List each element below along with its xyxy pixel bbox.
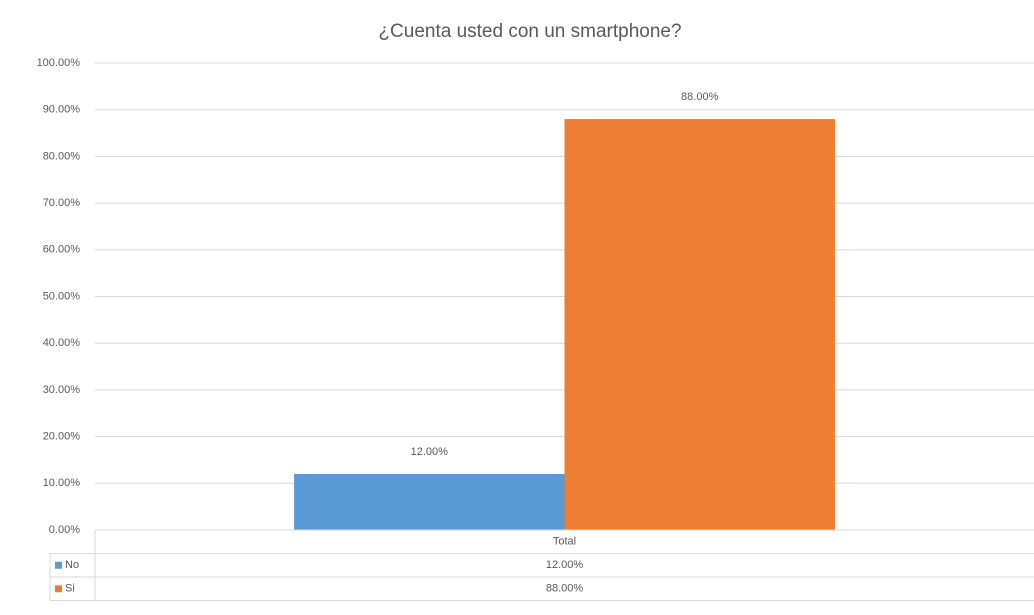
x-tick-label: Total <box>553 536 576 548</box>
y-tick-label: 80.00% <box>43 150 81 162</box>
y-tick-label: 10.00% <box>43 477 81 489</box>
y-tick-label: 100.00% <box>37 57 81 69</box>
table-cell: 12.00% <box>546 559 584 571</box>
bar <box>564 119 835 530</box>
y-tick-label: 60.00% <box>43 244 81 256</box>
legend-label: No <box>65 559 79 571</box>
legend-key <box>55 561 62 569</box>
y-tick-label: 0.00% <box>49 524 80 536</box>
y-tick-label: 40.00% <box>43 337 81 349</box>
y-tick-label: 50.00% <box>43 290 81 302</box>
data-label: 88.00% <box>681 91 719 103</box>
table-cell: 88.00% <box>546 583 584 595</box>
legend-label: Si <box>65 583 75 595</box>
y-tick-label: 90.00% <box>43 104 81 116</box>
legend-key <box>55 585 62 593</box>
y-tick-label: 20.00% <box>43 431 81 443</box>
chart-title: ¿Cuenta usted con un smartphone? <box>378 21 681 42</box>
bar <box>294 473 565 530</box>
y-tick-label: 30.00% <box>43 384 81 396</box>
data-label: 12.00% <box>411 446 449 458</box>
y-tick-label: 70.00% <box>43 197 81 209</box>
